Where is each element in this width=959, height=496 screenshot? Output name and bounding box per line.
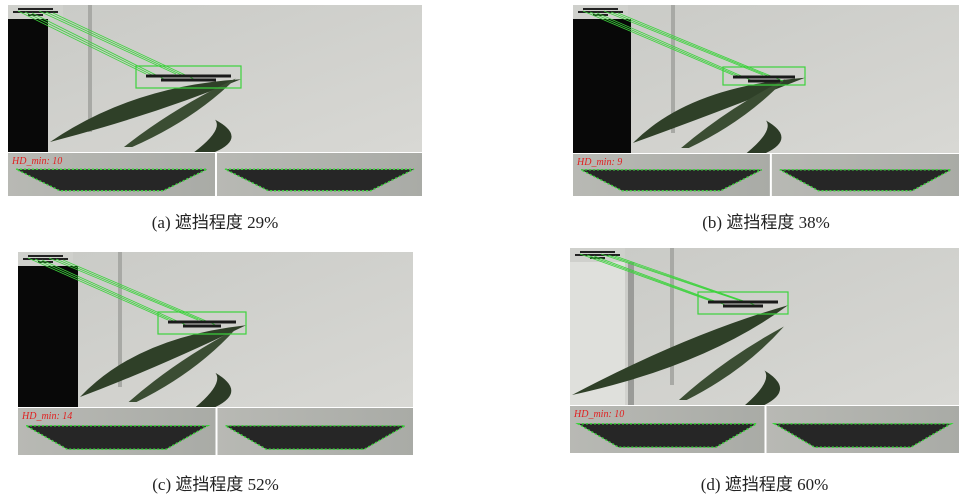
caption: (b) 遮挡程度 38% (702, 213, 829, 232)
window-shadow (8, 19, 48, 152)
caption: (a) 遮挡程度 29% (152, 213, 279, 232)
figure: HD_min: 10 (a) 遮挡程度 29% HD_min: 9 (b) 遮挡程度 … (0, 0, 959, 496)
window-shadow (573, 19, 631, 153)
panel: HD_min: 10 (570, 248, 959, 453)
window-shadow (18, 266, 78, 407)
hd-min-label: HD_min: 14 (21, 411, 72, 422)
panel: HD_min: 14 (18, 252, 413, 455)
panel: HD_min: 10 (8, 5, 422, 196)
hd-min-label: HD_min: 10 (573, 409, 624, 420)
window-bar (628, 262, 634, 405)
hd-min-label: HD_min: 9 (576, 157, 622, 168)
frame-bar (88, 5, 92, 132)
panel: HD_min: 9 (573, 5, 959, 196)
caption: (d) 遮挡程度 60% (701, 475, 828, 494)
caption: (c) 遮挡程度 52% (152, 475, 279, 494)
hd-min-label: HD_min: 10 (11, 156, 62, 167)
